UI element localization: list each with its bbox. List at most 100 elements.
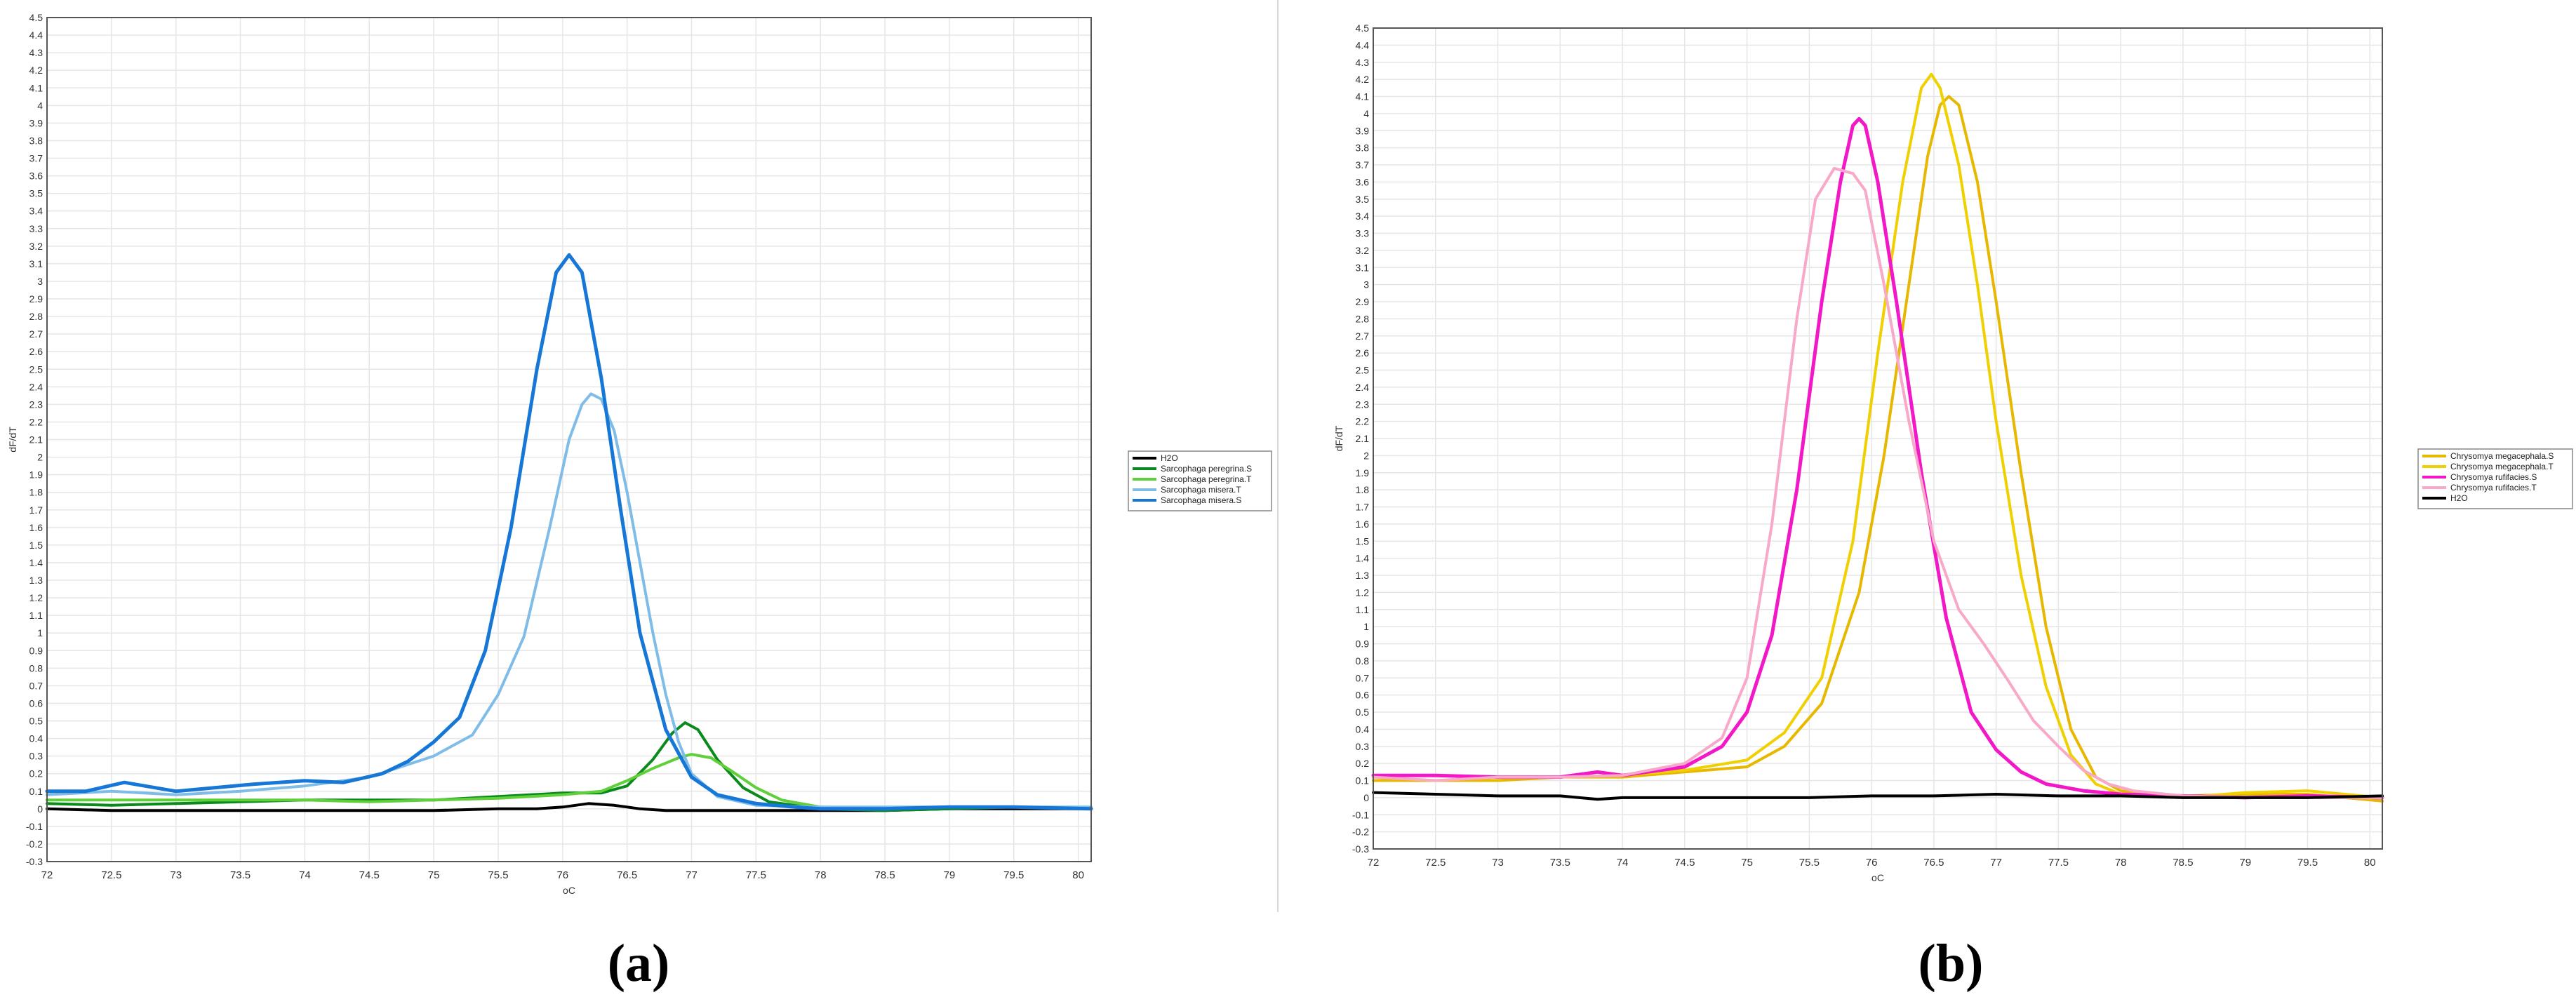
- x-axis-label: oC: [1871, 872, 1884, 883]
- y-tick-label: 4.4: [1356, 39, 1370, 51]
- y-tick-label: 2.4: [1356, 382, 1370, 393]
- y-tick-label: 2.1: [1356, 433, 1370, 444]
- y-tick-label: 3.5: [1356, 194, 1370, 205]
- y-tick-label: -0.2: [26, 838, 43, 850]
- x-tick-label: 78: [815, 869, 827, 881]
- x-tick-label: 79.5: [1003, 869, 1024, 881]
- y-tick-label: 3: [1363, 279, 1369, 290]
- y-tick-label: 2.9: [1356, 296, 1370, 307]
- y-tick-label: 0.9: [29, 645, 44, 656]
- chart-b-svg: -0.3 -0.2 -0.1 0 0.1 0.2 0.3 0.4 0.5 0.6 0.7 0.8 0.9…: [1333, 22, 2573, 883]
- y-tick-label: -0.3: [26, 856, 43, 867]
- y-tick-label: -0.1: [26, 821, 43, 832]
- y-tick-label: 0.2: [1356, 758, 1370, 769]
- legend-label: H2O: [2450, 493, 2468, 503]
- x-tick-label: 73: [170, 869, 182, 881]
- y-tick-label: 3.8: [29, 135, 44, 146]
- y-tick-label: 0.6: [1356, 690, 1370, 701]
- x-tick-label: 75: [428, 869, 440, 881]
- y-tick-label: 0.2: [29, 768, 44, 779]
- y-tick-label: 0.5: [29, 716, 44, 727]
- y-tick-label: 1.6: [1356, 518, 1370, 530]
- y-tick-label: 1.1: [1356, 604, 1370, 615]
- y-tick-label: 3.8: [1356, 142, 1370, 154]
- y-tick-label: 1.8: [29, 487, 44, 498]
- legend-label: Chrysomya rufifacies.T: [2450, 483, 2537, 493]
- y-tick-label: 2.5: [1356, 365, 1370, 376]
- y-tick-label: 2: [1363, 450, 1369, 461]
- x-tick-label: 76: [1866, 857, 1878, 869]
- y-tick-label: 2.5: [29, 363, 44, 375]
- x-tick-label: 72: [1368, 857, 1380, 869]
- y-tick-label: 4.2: [1356, 74, 1370, 85]
- y-tick-label: 3: [37, 276, 43, 287]
- y-axis-label: dF/dT: [7, 427, 18, 453]
- x-tick-label: 73: [1492, 857, 1504, 869]
- plot-frame: [46, 17, 1092, 862]
- y-tick-label: 1.3: [29, 575, 44, 586]
- y-tick-label: 2: [37, 452, 43, 463]
- x-tick-label: 76: [556, 869, 568, 881]
- y-tick-label: 2.2: [29, 416, 44, 427]
- x-axis-label: oC: [563, 885, 575, 896]
- x-tick-label: 72.5: [1425, 857, 1446, 869]
- y-tick-label: 3.2: [29, 241, 44, 252]
- legend-label: Sarcophaga peregrina.T: [1161, 474, 1252, 484]
- x-tick-label: 77.5: [746, 869, 766, 881]
- y-tick-label: 3.6: [29, 170, 44, 182]
- y-tick-label: 4.5: [29, 12, 44, 23]
- x-tick-label: 73.5: [230, 869, 251, 881]
- caption-a: (a): [607, 934, 670, 993]
- y-tick-label: 1.9: [1356, 467, 1370, 478]
- legend-label: Chrysomya rufifacies.S: [2450, 472, 2537, 482]
- y-tick-label: 4.3: [1356, 57, 1370, 68]
- y-tick-label: 1.2: [1356, 587, 1370, 598]
- y-tick-label: 3.3: [29, 223, 44, 234]
- y-tick-label: 1.5: [29, 540, 44, 551]
- x-tick-label: 77: [1990, 857, 2002, 869]
- x-tick-label: 74.5: [1674, 857, 1695, 869]
- y-tick-label: -0.2: [1352, 826, 1369, 838]
- chart-panel-a: -0.3 -0.2 -0.1 0 0.1 0.2 0.3 0.4 0.5 0.6 0.7 0.8 0.9…: [0, 0, 1279, 912]
- y-tick-labels: -0.3 -0.2 -0.1 0 0.1 0.2 0.3 0.4 0.5 0.6 0.7 0.8 0.9…: [1352, 22, 1369, 855]
- x-tick-label: 75.5: [488, 869, 508, 881]
- y-tick-label: 0.5: [1356, 707, 1370, 718]
- y-tick-label: 2.7: [1356, 330, 1370, 342]
- y-tick-label: 2.1: [29, 434, 44, 446]
- y-tick-label: 0.1: [29, 786, 44, 797]
- y-tick-label: 1.1: [29, 610, 44, 621]
- y-tick-label: 0.1: [1356, 775, 1370, 787]
- y-tick-label: -0.1: [1352, 809, 1369, 820]
- x-tick-label: 80: [2364, 857, 2376, 869]
- y-tick-label: 2.3: [1356, 399, 1370, 410]
- chart-panel-b: -0.3 -0.2 -0.1 0 0.1 0.2 0.3 0.4 0.5 0.6 0.7 0.8 0.9…: [1326, 0, 2576, 912]
- series-line: [1372, 791, 2384, 801]
- y-tick-label: 3.9: [29, 117, 44, 128]
- y-axis-label: dF/dT: [1333, 425, 1344, 451]
- y-tick-label: 3.4: [29, 206, 44, 217]
- y-tick-label: 1.5: [1356, 535, 1370, 547]
- y-tick-label: 2.4: [29, 381, 44, 392]
- y-tick-label: 4: [1363, 108, 1369, 119]
- x-tick-label: 72: [41, 869, 53, 881]
- y-tick-label: 0.8: [1356, 655, 1370, 667]
- y-tick-label: 4.4: [29, 29, 44, 41]
- caption-b: (b): [1918, 934, 1984, 993]
- y-tick-label: 2.3: [29, 399, 44, 410]
- y-tick-label: 3.1: [29, 258, 44, 269]
- plot-frame: [1373, 27, 2383, 850]
- y-tick-label: 3.9: [1356, 125, 1370, 136]
- y-tick-label: 1: [37, 627, 43, 638]
- legend-label: Sarcophaga misera.T: [1161, 485, 1241, 495]
- y-tick-label: 3.1: [1356, 262, 1370, 273]
- y-tick-label: 2.8: [29, 311, 44, 322]
- chart-a-svg: -0.3 -0.2 -0.1 0 0.1 0.2 0.3 0.4 0.5 0.6 0.7 0.8 0.9…: [7, 12, 1272, 896]
- y-tick-label: -0.3: [1352, 843, 1369, 855]
- legend-label: Chrysomya megacephala.T: [2450, 462, 2554, 471]
- y-tick-label: 4.1: [1356, 91, 1370, 102]
- y-tick-label: 2.6: [29, 346, 44, 357]
- y-tick-label: 1.4: [29, 557, 44, 568]
- y-tick-label: 0.4: [29, 733, 44, 744]
